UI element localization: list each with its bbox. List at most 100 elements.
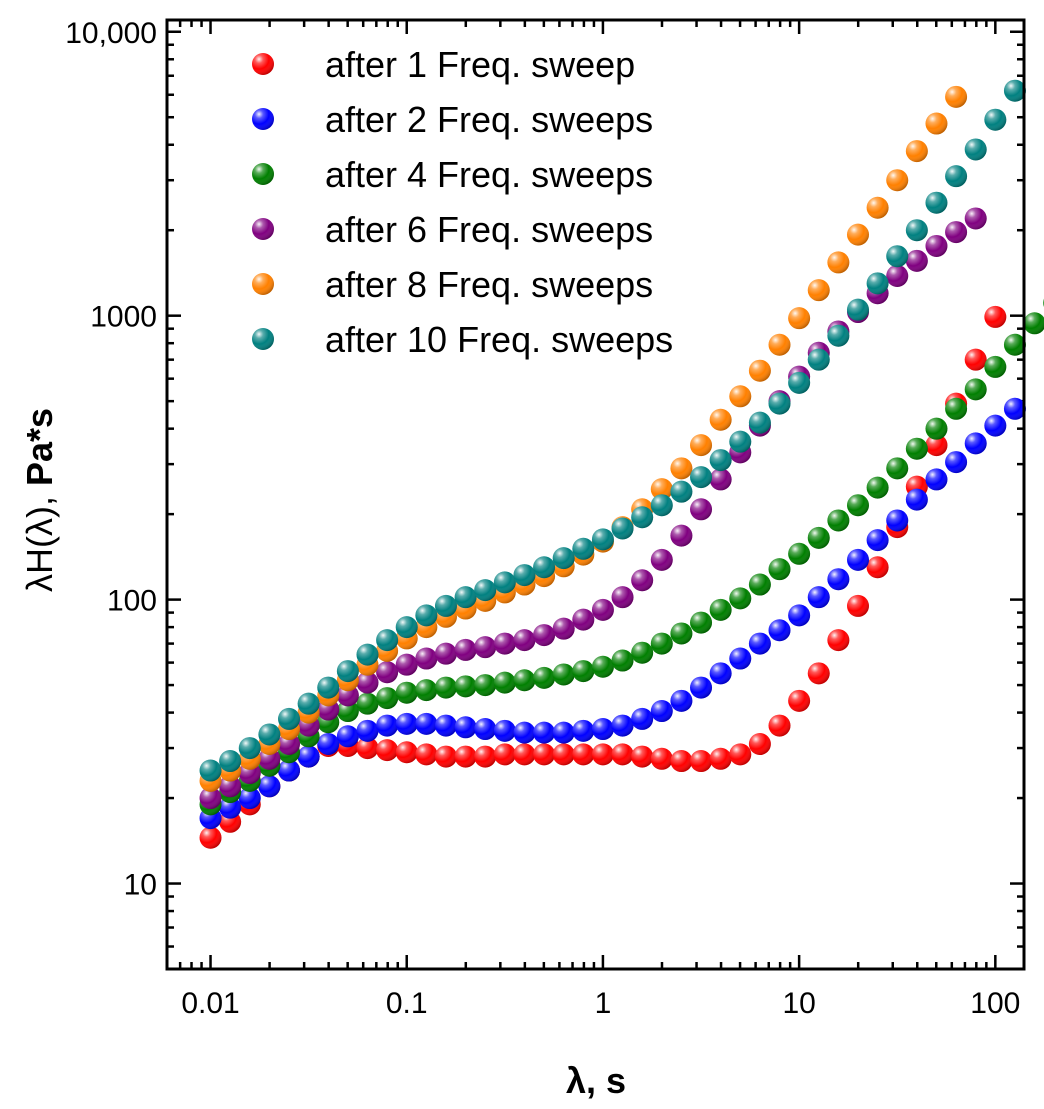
data-point (317, 733, 340, 756)
data-point (945, 451, 968, 474)
data-point (886, 245, 909, 268)
data-point (729, 430, 752, 453)
data-point (219, 775, 242, 798)
data-point (278, 759, 301, 782)
data-point (415, 647, 438, 670)
data-point (709, 449, 732, 472)
data-point (905, 219, 928, 242)
data-point (925, 417, 948, 440)
data-point (552, 721, 575, 744)
x-tick-label: 100 (970, 987, 1020, 1020)
data-point (474, 674, 497, 697)
data-point (199, 759, 222, 782)
data-point (434, 676, 457, 699)
data-point (591, 598, 614, 621)
y-tick-label: 10,000 (65, 17, 157, 50)
data-point (258, 723, 281, 746)
data-point (591, 743, 614, 766)
data-point (945, 221, 968, 244)
x-tick-label: 0.01 (181, 987, 239, 1020)
data-point (827, 509, 850, 532)
data-point (866, 476, 889, 499)
data-point (964, 207, 987, 230)
data-point (846, 223, 869, 246)
data-point (650, 632, 673, 655)
data-point (336, 684, 359, 707)
legend-marker (252, 108, 274, 130)
x-tick-label: 1 (595, 987, 612, 1020)
data-point (454, 716, 477, 739)
data-point (807, 348, 830, 371)
data-point (905, 437, 928, 460)
data-point (748, 359, 771, 382)
data-point (886, 509, 909, 532)
data-point (768, 558, 791, 581)
data-point (905, 140, 928, 163)
data-point (199, 826, 222, 849)
legend-marker (252, 163, 274, 185)
data-point (415, 604, 438, 627)
data-point (356, 719, 379, 742)
data-point (925, 434, 948, 457)
legend-marker (252, 273, 274, 295)
data-point (709, 662, 732, 685)
data-point (533, 556, 556, 579)
data-point (905, 488, 928, 511)
series (199, 397, 1026, 830)
data-point (670, 689, 693, 712)
data-point (1023, 312, 1044, 335)
data-point (807, 586, 830, 609)
data-point (493, 671, 516, 694)
data-point (297, 692, 320, 715)
data-point (395, 712, 418, 735)
data-point (356, 643, 379, 666)
legend-label: after 6 Freq. sweeps (325, 209, 653, 250)
data-point (611, 649, 634, 672)
data-point (454, 586, 477, 609)
legend-marker (252, 53, 274, 75)
data-point (513, 743, 536, 766)
data-point (591, 655, 614, 678)
data-point (690, 466, 713, 489)
legend: after 1 Freq. sweep after 2 Freq. sweeps a… (252, 44, 673, 360)
data-point (395, 616, 418, 639)
data-point (415, 712, 438, 735)
data-point (690, 750, 713, 773)
data-point (493, 571, 516, 594)
legend-item: after 10 Freq. sweeps (252, 319, 673, 360)
data-point (650, 494, 673, 517)
data-point (238, 787, 261, 810)
data-point (729, 385, 752, 408)
data-point (552, 663, 575, 686)
legend-label: after 4 Freq. sweeps (325, 154, 653, 195)
data-point (788, 542, 811, 565)
data-point (709, 747, 732, 770)
legend-label: after 8 Freq. sweeps (325, 264, 653, 305)
data-point (631, 707, 654, 730)
data-point (356, 692, 379, 715)
data-point (513, 564, 536, 587)
data-point (1003, 79, 1026, 102)
x-axis-title: λ, s (566, 1060, 626, 1101)
data-point (356, 671, 379, 694)
data-point (631, 506, 654, 529)
data-point (474, 579, 497, 602)
data-point (474, 718, 497, 741)
data-point (376, 714, 399, 737)
data-point (788, 307, 811, 330)
data-point (709, 598, 732, 621)
data-point (513, 669, 536, 692)
data-point (376, 687, 399, 710)
y-axis-title-prefix: λH(λ), (19, 486, 60, 592)
data-point (434, 745, 457, 768)
data-point (690, 498, 713, 521)
data-point (493, 743, 516, 766)
data-point (846, 494, 869, 517)
data-point (454, 675, 477, 698)
data-point (631, 641, 654, 664)
data-point (572, 537, 595, 560)
legend-label: after 1 Freq. sweep (325, 44, 635, 85)
data-point (454, 745, 477, 768)
data-point (690, 611, 713, 634)
plot-frame (165, 18, 1026, 971)
